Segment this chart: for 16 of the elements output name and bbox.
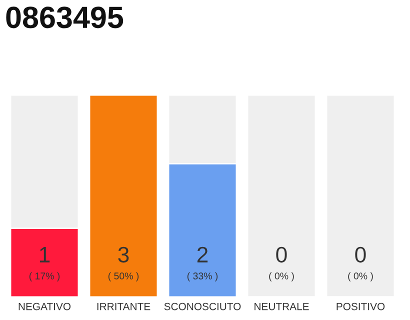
data-label: ( 17% ) <box>29 272 60 282</box>
x-tick-label: POSITIVO <box>336 302 385 310</box>
annotation: 3 <box>118 246 129 263</box>
data-label: ( 0% ) <box>348 272 373 282</box>
data-label: ( 50% ) <box>108 272 139 282</box>
x-tick-label: SCONOSCIUTO <box>164 302 241 310</box>
data-label: ( 33% ) <box>187 272 218 282</box>
annotation: 1 <box>40 247 50 262</box>
chart-title: 0863495 <box>6 6 124 28</box>
x-tick-label: NEUTRALE <box>254 302 309 310</box>
x-tick-label: NEGATIVO <box>18 302 71 310</box>
data-label: ( 0% ) <box>269 272 294 282</box>
annotation: 2 <box>197 246 208 262</box>
annotation: 0 <box>355 246 366 263</box>
x-tick-label: IRRITANTE <box>97 302 150 310</box>
annotation: 0 <box>276 246 287 263</box>
